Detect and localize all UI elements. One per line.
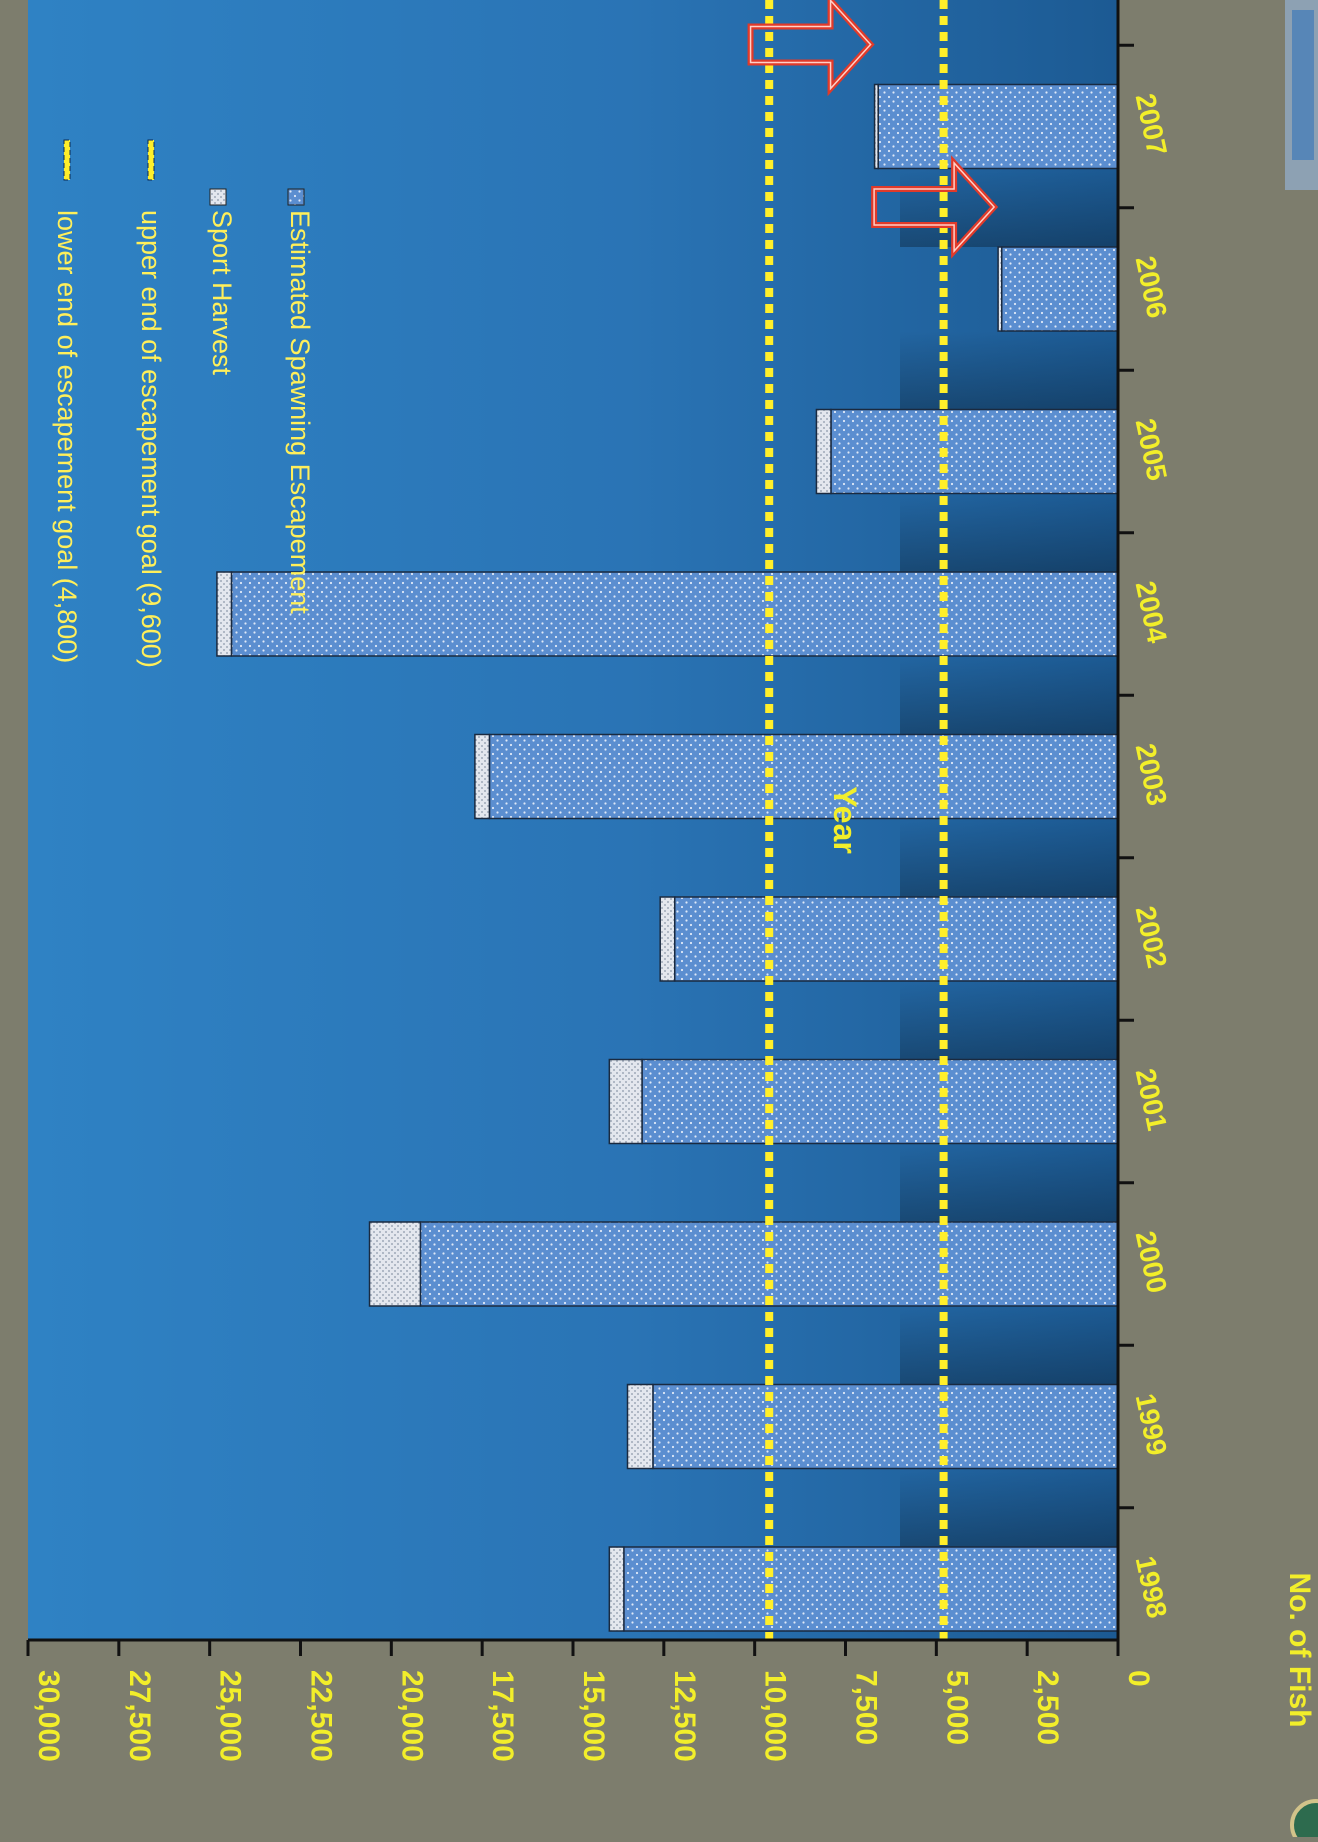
y-tick-label-30-000: 30,000 xyxy=(32,1670,65,1762)
x-tick-label-1999: 1999 xyxy=(1130,1391,1173,1458)
bar-escapement-2005 xyxy=(830,408,1119,495)
gap-shade xyxy=(900,1143,1118,1222)
y-tick-label-25-000: 25,000 xyxy=(214,1670,247,1762)
legend-swatch-upper-goal xyxy=(147,139,155,181)
bar-escapement-2002 xyxy=(673,896,1119,982)
y-tick-label-15-000: 15,000 xyxy=(577,1670,610,1762)
y-tick-label-22-500: 22,500 xyxy=(305,1670,338,1762)
y-tick-label-2-500: 2,500 xyxy=(1031,1670,1064,1745)
bar-escapement-2006 xyxy=(1000,246,1119,332)
gap-shade xyxy=(900,1306,1118,1385)
legend-label-lower-goal: lower end of escapement goal (4,800) xyxy=(52,210,82,663)
x-tick-label-2005: 2005 xyxy=(1130,416,1173,483)
legend-label-escapement: Estimated Spawning Escapement xyxy=(285,210,315,614)
gap-shade xyxy=(900,656,1118,735)
x-tick-label-1998: 1998 xyxy=(1130,1553,1173,1620)
bar-sport-harvest-2002 xyxy=(659,896,676,982)
y-tick-label-12-500: 12,500 xyxy=(668,1670,701,1762)
gap-shade xyxy=(900,168,1118,247)
x-tick-label-2006: 2006 xyxy=(1130,253,1173,320)
legend: lower end of escapement goal (4,800) upp… xyxy=(52,139,315,668)
legend-swatch-escapement xyxy=(287,188,305,206)
bar-escapement-2003 xyxy=(488,733,1119,820)
x-tick-label-2002: 2002 xyxy=(1130,903,1173,970)
gap-shade xyxy=(900,493,1118,572)
x-tick-label-2007: 2007 xyxy=(1130,91,1173,158)
legend-swatch-sport-harvest xyxy=(209,188,227,206)
y-tick-label-10-000: 10,000 xyxy=(759,1670,792,1762)
bar-sport-harvest-2001 xyxy=(608,1058,643,1145)
y-tick-label-27-500: 27,500 xyxy=(123,1670,156,1762)
bar-sport-harvest-1999 xyxy=(626,1383,654,1470)
legend-swatch-lower-goal xyxy=(63,139,71,181)
gap-shade xyxy=(900,818,1118,897)
bar-sport-harvest-2005 xyxy=(815,408,832,495)
y-tick-label-0: 0 xyxy=(1122,1670,1155,1687)
bar-sport-harvest-2006 xyxy=(997,246,1003,332)
bar-sport-harvest-1998 xyxy=(608,1546,625,1632)
legend-label-upper-goal: upper end of escapement goal (9,600) xyxy=(136,210,166,668)
y-axis-title: No. of Fish xyxy=(1283,1573,1316,1728)
bar-sport-harvest-2007 xyxy=(873,83,879,170)
bar-escapement-1998 xyxy=(623,1546,1119,1632)
bar-sport-harvest-2000 xyxy=(368,1221,422,1307)
y-tick-label-20-000: 20,000 xyxy=(395,1670,428,1762)
bar-sport-harvest-2003 xyxy=(474,733,491,820)
y-tick-label-17-500: 17,500 xyxy=(486,1670,519,1762)
bar-escapement-2007 xyxy=(877,83,1119,170)
bar-sport-harvest-2004 xyxy=(216,571,233,657)
legend-label-sport-harvest: Sport Harvest xyxy=(207,210,237,376)
gap-shade xyxy=(900,331,1118,410)
gap-shade xyxy=(900,1468,1118,1547)
y-tick-label-7-500: 7,500 xyxy=(850,1670,883,1745)
bar-escapement-2004 xyxy=(230,571,1119,657)
x-tick-label-2001: 2001 xyxy=(1130,1066,1173,1133)
highlight-arrow-inner-2006 xyxy=(873,161,996,253)
x-tick-label-2000: 2000 xyxy=(1130,1228,1173,1295)
agency-seal-icon xyxy=(1290,1799,1318,1842)
bar-escapement-1999 xyxy=(652,1383,1119,1470)
highlight-arrow-inner-2007 xyxy=(749,0,872,91)
decorative-badge-strip xyxy=(1292,10,1314,160)
x-axis-title: Year xyxy=(827,786,863,854)
gap-shade xyxy=(900,981,1118,1060)
bar-escapement-2001 xyxy=(641,1058,1119,1145)
x-tick-label-2003: 2003 xyxy=(1130,741,1173,808)
x-tick-label-2004: 2004 xyxy=(1130,578,1173,646)
y-tick-label-5-000: 5,000 xyxy=(940,1670,973,1745)
